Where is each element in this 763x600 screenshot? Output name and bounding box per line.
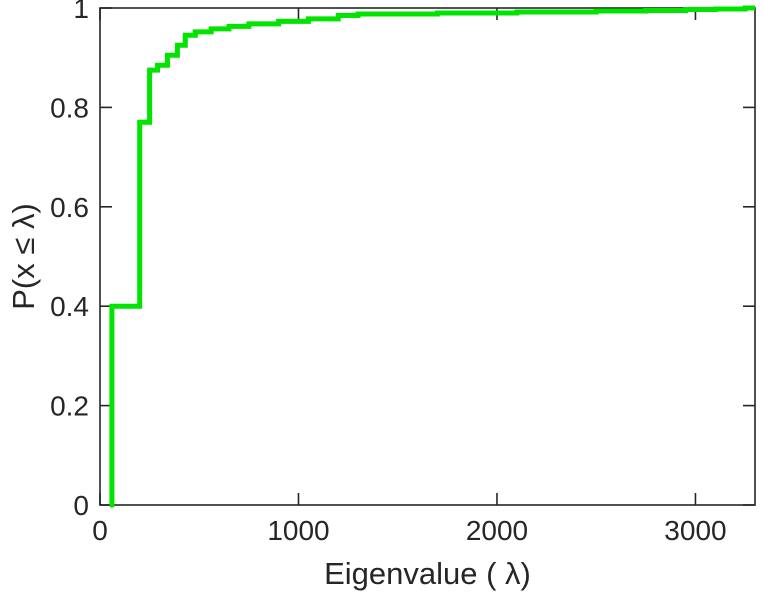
y-tick-label: 0.6 [50, 192, 89, 223]
x-tick-label: 0 [92, 515, 108, 546]
y-tick-label: 0 [73, 490, 89, 521]
y-tick-label: 0.2 [50, 391, 89, 422]
x-tick-labels: 0 1000 2000 3000 [92, 515, 726, 546]
plot-box [99, 7, 756, 506]
x-tick-label: 3000 [664, 515, 726, 546]
x-axis-label: Eigenvalue ( λ) [324, 556, 531, 591]
axis-tick-marks [99, 7, 755, 506]
y-tick-label: 1 [73, 0, 89, 24]
y-tick-labels: 0 0.2 0.4 0.6 0.8 1 [50, 0, 89, 521]
y-tick-label: 0.8 [50, 92, 89, 123]
x-tick-label: 1000 [267, 515, 329, 546]
ecdf-step-line [109, 5, 755, 508]
y-tick-label: 0.4 [50, 291, 89, 322]
y-axis-label: P(x ≤ λ) [6, 203, 41, 310]
x-tick-label: 2000 [466, 515, 528, 546]
